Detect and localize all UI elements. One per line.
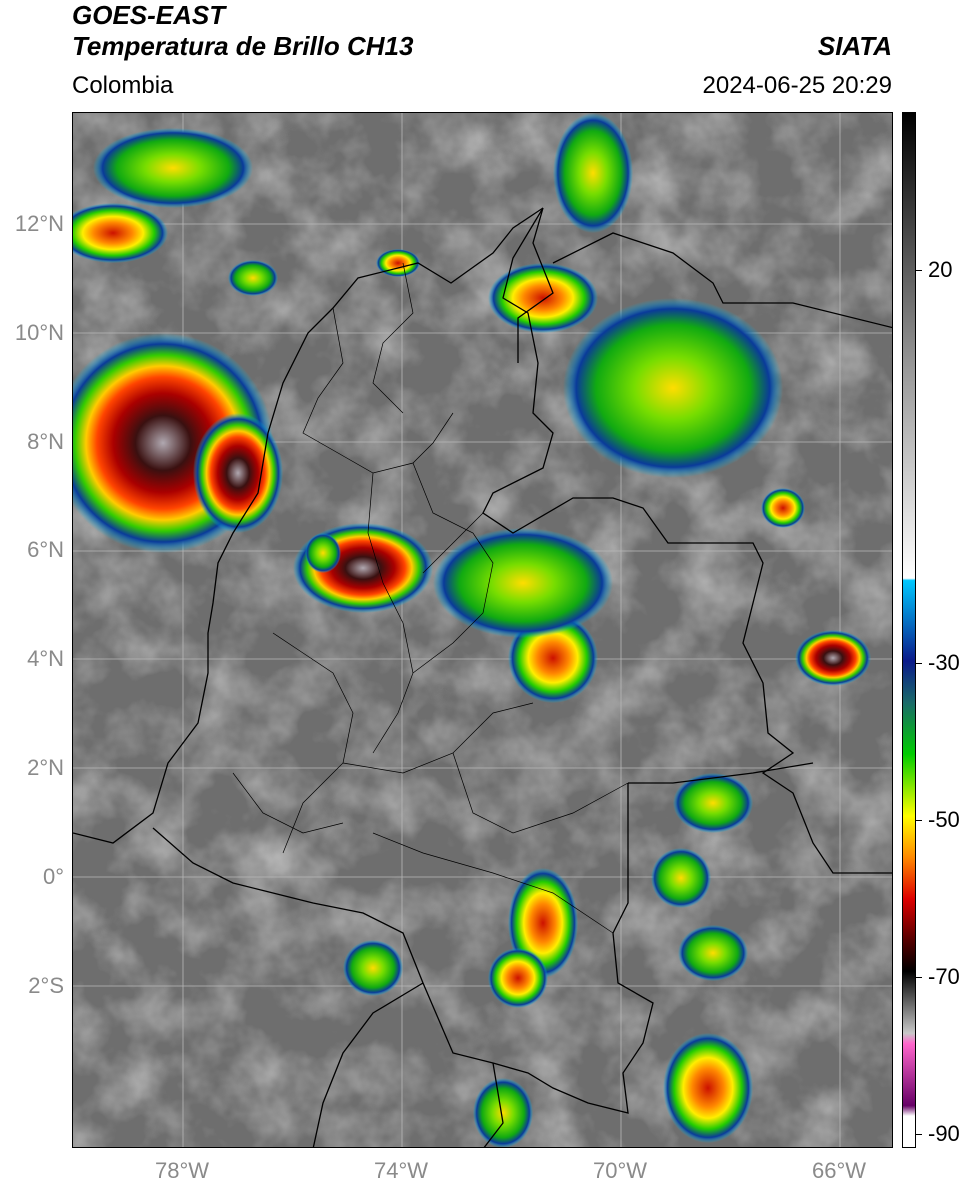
lat-label-8n: 8°N [27, 429, 64, 454]
storm-cell-caribbean [93, 128, 253, 208]
storm-cell-pacific-east [193, 413, 283, 533]
lon-label-70w: 70°W [592, 1158, 648, 1183]
colorbar-label-minus70: -70 [928, 964, 960, 989]
lat-label-10n: 10°N [14, 320, 64, 345]
lon-label-74w: 74°W [373, 1158, 429, 1183]
storm-cell-putumayo [343, 940, 403, 996]
storm-cell-venezuela-llanos [563, 298, 783, 478]
storm-cell-apure [761, 488, 805, 528]
colorbar-label-20: 20 [928, 257, 953, 282]
lat-label-0: 0° [42, 864, 64, 889]
lat-label-12n: 12°N [14, 211, 64, 236]
colorbar-label-minus90: -90 [928, 1121, 960, 1146]
timestamp-label: 2024-06-25 20:29 [702, 72, 893, 99]
brand-label: SIATA [817, 31, 892, 61]
country-borders [73, 207, 892, 1147]
lon-label-78w: 78°W [154, 1158, 210, 1183]
storm-cell-caribbean-west [73, 203, 168, 263]
colorbar-label-minus50: -50 [928, 807, 960, 832]
colorbar-tick [916, 820, 922, 822]
department-borders [232, 262, 629, 934]
title-product: Temperatura de Brillo CH13 [72, 31, 414, 61]
storm-cell-barranquilla [376, 249, 420, 277]
storm-cell-guajira [553, 113, 633, 233]
colorbar [902, 112, 916, 1148]
lon-label-66w: 66°W [811, 1158, 867, 1183]
satellite-map [73, 113, 892, 1147]
storm-cell-choco [305, 533, 341, 573]
lat-label-4n: 4°N [27, 646, 64, 671]
lat-label-2n: 2°N [27, 755, 64, 780]
storm-cell-orinoquia [433, 528, 613, 638]
map-frame [72, 112, 893, 1148]
colorbar-tick [916, 1134, 922, 1136]
lat-label-2s: 2°S [28, 973, 64, 998]
title-satellite: GOES-EAST [72, 0, 226, 30]
storm-cell-amazon-2 [488, 948, 548, 1008]
storm-cell-vichada [673, 773, 753, 833]
storm-cell-maracaibo [488, 263, 598, 333]
storm-cell-sinu [228, 260, 278, 296]
colorbar-label-minus30: -30 [928, 650, 960, 675]
lat-label-6n: 6°N [27, 537, 64, 562]
storm-cell-amazon-3 [663, 1033, 753, 1143]
storm-cells [73, 113, 871, 1147]
colorbar-tick [916, 663, 922, 665]
colorbar-tick [916, 270, 922, 272]
region-label: Colombia [72, 72, 174, 99]
storm-cell-amazonas-east [678, 925, 748, 981]
storm-cell-venezuela-south [795, 630, 871, 686]
storm-cell-guainia [651, 848, 711, 908]
storm-cell-south [473, 1078, 533, 1147]
colorbar-tick [916, 977, 922, 979]
